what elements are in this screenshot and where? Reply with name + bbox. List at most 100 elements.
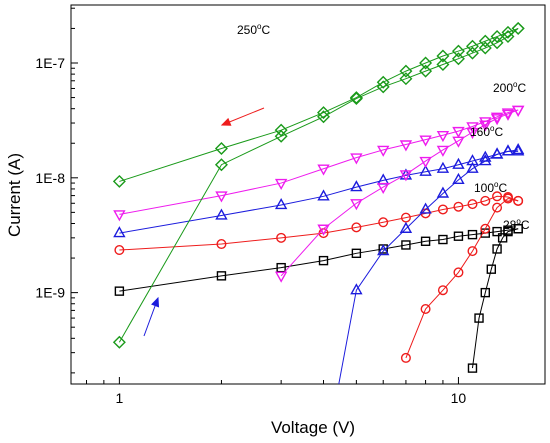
y-tick-label: 1E-7 [35, 55, 65, 71]
data-point [350, 153, 363, 165]
data-point [419, 164, 432, 176]
data-point [490, 114, 504, 126]
data-point [317, 189, 330, 201]
data-point [350, 199, 363, 211]
data-point [349, 91, 363, 105]
data-point [438, 234, 448, 245]
series-200 [113, 105, 525, 283]
data-point [480, 287, 490, 298]
data-point [452, 126, 465, 139]
data-point [351, 222, 362, 233]
data-point [377, 145, 390, 157]
data-point [452, 172, 465, 185]
data-point [490, 30, 504, 44]
data-point [420, 304, 431, 315]
data-point [419, 56, 433, 70]
data-point [419, 64, 433, 78]
data-point [511, 142, 525, 155]
data-point [436, 145, 450, 157]
data-point [113, 226, 126, 238]
data-point [501, 108, 515, 120]
data-point [274, 129, 288, 143]
data-point [451, 52, 465, 66]
y-axis-label: Current (A) [5, 153, 24, 237]
data-point [112, 335, 126, 349]
tick-labels: 1 10 1E-9 1E-8 1E-7 [35, 55, 466, 406]
data-point [420, 236, 431, 246]
data-point [317, 164, 330, 176]
y-tick-label: 1E-9 [35, 285, 65, 301]
data-point [419, 135, 432, 147]
data-point [466, 154, 479, 166]
data-point [349, 92, 363, 106]
data-point [511, 144, 525, 156]
data-point [513, 224, 523, 234]
temperature-label-28: 28oC [503, 217, 530, 232]
data-point [486, 264, 497, 274]
data-point [479, 120, 492, 132]
data-point [511, 105, 525, 117]
x-tick-label: 1 [115, 390, 123, 406]
data-point [501, 25, 515, 39]
series-28 [114, 224, 523, 373]
data-point [492, 226, 502, 237]
data-point [419, 202, 432, 214]
data-point [274, 271, 288, 283]
data-point [216, 239, 227, 250]
plot-frame [70, 4, 546, 385]
series-line-reverse [119, 109, 519, 215]
data-point [436, 58, 450, 72]
data-point [114, 245, 125, 256]
data-point [467, 246, 478, 257]
data-point [437, 285, 448, 296]
data-point [215, 191, 228, 203]
data-point [467, 363, 478, 373]
data-point [478, 41, 492, 55]
data-point [399, 170, 413, 182]
series-layer [112, 21, 525, 384]
data-point [350, 283, 363, 295]
data-point [474, 313, 484, 323]
series-250 [112, 21, 525, 349]
data-point [502, 192, 513, 203]
annotations: 28oC 100oC 160oC 200oC 250oC [143, 22, 530, 337]
series-line-forward [471, 228, 519, 369]
data-point [214, 158, 228, 172]
data-point [501, 144, 515, 156]
data-point [351, 248, 362, 259]
data-point [317, 224, 330, 236]
data-point [492, 191, 503, 202]
data-point [511, 21, 525, 35]
data-point [436, 161, 450, 173]
data-point [216, 271, 227, 281]
data-point [112, 174, 126, 188]
data-point [453, 201, 464, 212]
data-point [377, 182, 390, 195]
data-point [401, 240, 411, 250]
x-tick-label: 10 [451, 390, 467, 406]
data-point [378, 217, 389, 228]
temperature-label-250: 250oC [237, 22, 270, 37]
data-point [400, 352, 411, 363]
data-point [466, 161, 479, 173]
data-point [490, 147, 504, 159]
data-point [453, 267, 464, 278]
data-point [451, 44, 465, 58]
data-point [492, 202, 503, 213]
data-point [490, 112, 504, 124]
data-point [399, 72, 413, 86]
data-point [399, 221, 413, 233]
data-point [276, 232, 287, 243]
data-point [466, 127, 479, 140]
data-point [377, 244, 390, 256]
data-point [436, 49, 450, 63]
data-point [480, 223, 491, 234]
series-line-forward [118, 28, 519, 343]
data-point [492, 244, 502, 254]
sweep-up-arrow [143, 296, 160, 337]
data-point [274, 178, 288, 191]
sweep-down-arrow [220, 107, 265, 126]
data-point [467, 229, 478, 240]
data-point [437, 204, 448, 215]
